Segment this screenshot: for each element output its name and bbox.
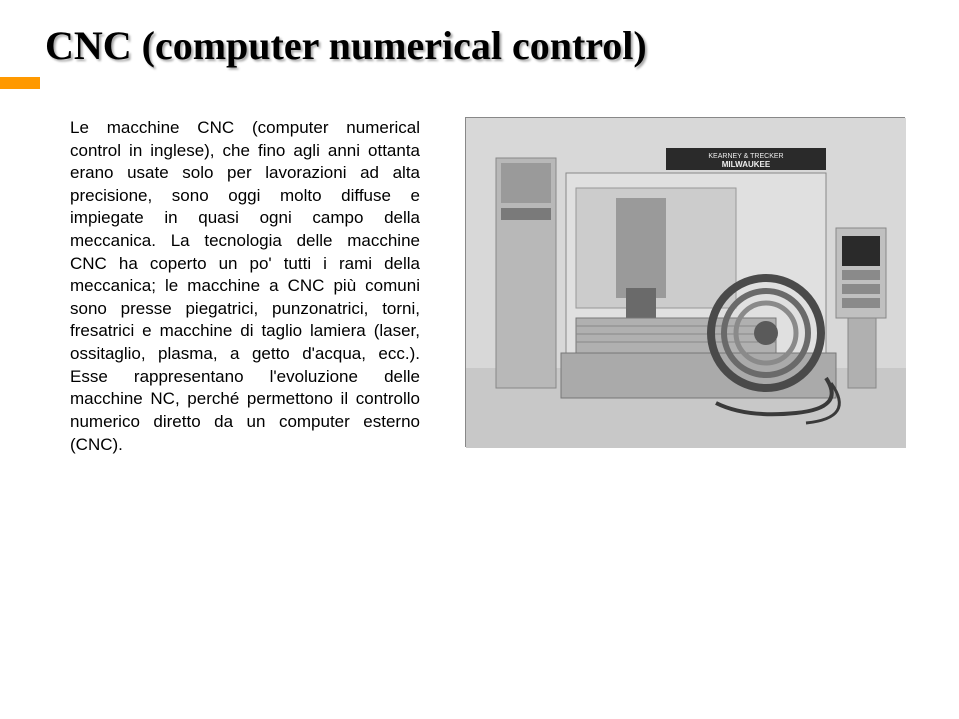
slide-title: CNC (computer numerical control)	[45, 25, 959, 67]
model-label: MILWAUKEE	[721, 160, 770, 169]
body-paragraph: Le macchine CNC (computer numerical cont…	[70, 117, 420, 456]
text-column: Le macchine CNC (computer numerical cont…	[70, 117, 420, 456]
slide: CNC (computer numerical control) Le macc…	[0, 0, 959, 719]
image-column: KEARNEY & TRECKER MILWAUKEE	[450, 117, 919, 456]
title-bar: CNC (computer numerical control)	[0, 0, 959, 67]
accent-bar	[0, 77, 40, 89]
content-area: Le macchine CNC (computer numerical cont…	[0, 67, 959, 456]
cnc-machine-photo: KEARNEY & TRECKER MILWAUKEE	[465, 117, 905, 447]
brand-label: KEARNEY & TRECKER	[708, 153, 783, 160]
